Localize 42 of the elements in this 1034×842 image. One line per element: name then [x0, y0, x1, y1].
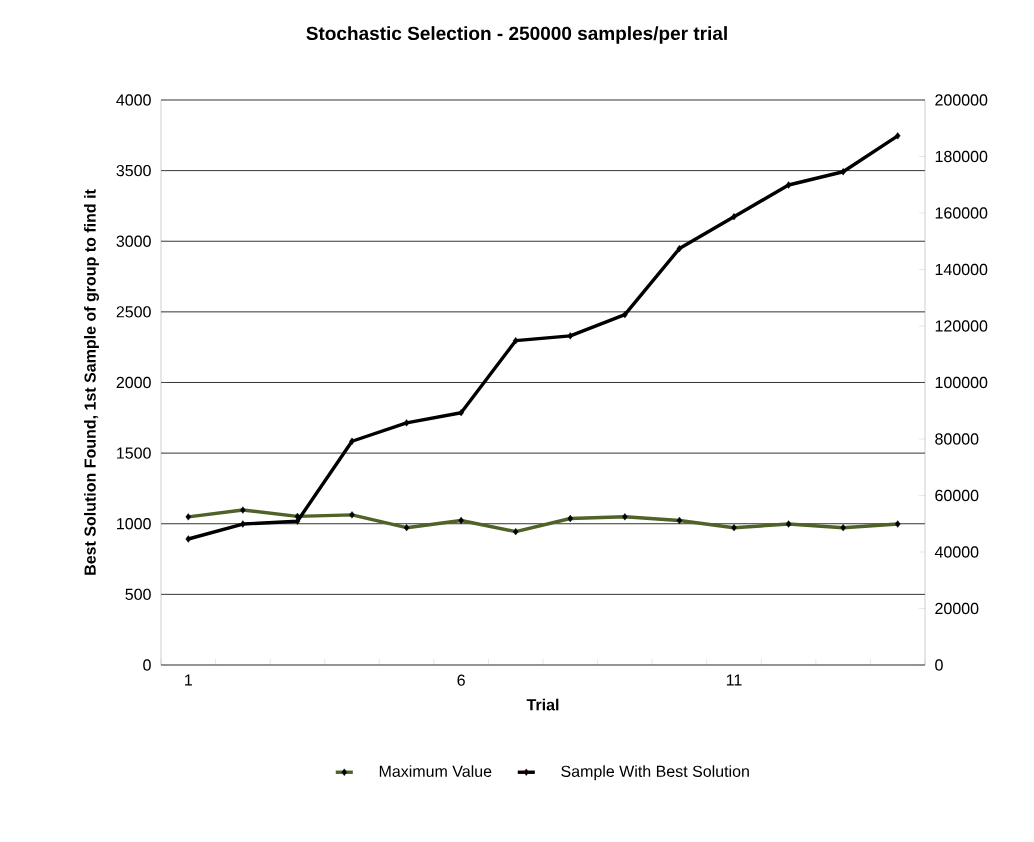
point — [185, 535, 192, 543]
point — [240, 520, 246, 528]
point — [512, 337, 519, 345]
point — [731, 213, 737, 221]
y-tick-label: 2500 — [116, 306, 151, 318]
point — [840, 168, 846, 176]
legend-label: Sample With Best Solution — [561, 765, 749, 781]
y2-tick-label: 40000 — [934, 546, 979, 558]
y2-tick-label: 200000 — [935, 94, 988, 106]
y2-tick-label: 160000 — [935, 207, 988, 219]
legend-label: Maximum Value — [379, 765, 492, 777]
point — [349, 437, 355, 445]
y2-tick-label: 180000 — [935, 150, 988, 163]
y-tick-label: 0 — [143, 659, 151, 671]
y-tick-label: 3500 — [116, 164, 151, 177]
x-tick-label: 6 — [457, 674, 465, 686]
y2-tick-label: 60000 — [935, 489, 979, 502]
point — [894, 132, 901, 140]
x-axis-title: Trial — [526, 698, 559, 711]
y-tick-label: 1000 — [117, 518, 151, 530]
y-tick-label: 2000 — [116, 376, 151, 389]
y2-tick-label: 100000 — [935, 376, 988, 389]
x-tick-label: 11 — [726, 674, 742, 686]
y2-tick-label: 120000 — [935, 320, 988, 332]
chart-title: Stochastic Selection - 250000 samples/per trial — [306, 26, 727, 44]
y2-tick-label: 80000 — [935, 433, 979, 445]
point — [676, 244, 683, 253]
y-axis-title: Best Solution Found, 1st Sample of group to find it — [84, 189, 100, 575]
y-tick-label: 500 — [125, 588, 151, 601]
y-tick-label: 4000 — [116, 94, 151, 106]
y-tick-label: 3000 — [116, 235, 151, 247]
point — [622, 311, 628, 319]
point — [458, 409, 464, 417]
y2-tick-label: 140000 — [935, 263, 988, 276]
y2-tick-label: 20000 — [935, 602, 979, 615]
x-tick-label: 1 — [185, 674, 192, 686]
point — [567, 332, 574, 340]
point — [785, 181, 792, 189]
point — [403, 419, 410, 427]
y2-tick-label: 0 — [935, 659, 943, 671]
point — [294, 517, 301, 525]
y-tick-label: 1500 — [117, 447, 151, 459]
